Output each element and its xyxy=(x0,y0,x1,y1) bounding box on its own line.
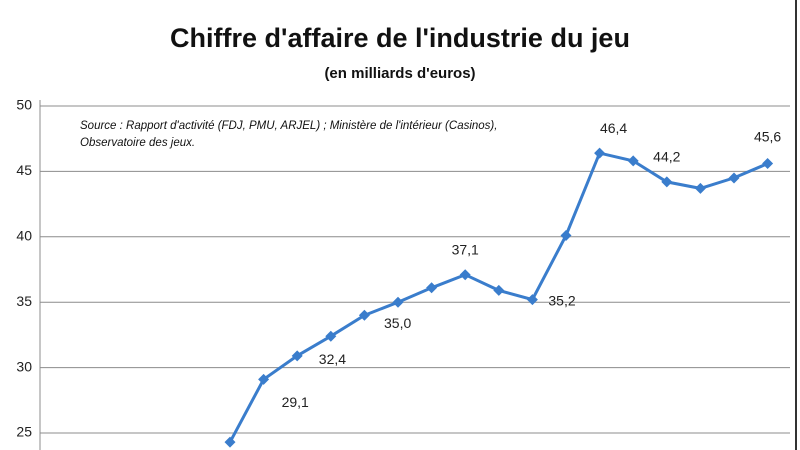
plot-area xyxy=(224,147,774,448)
data-point xyxy=(694,182,706,194)
data-point xyxy=(493,284,505,296)
data-point xyxy=(291,350,303,362)
value-label: 44,2 xyxy=(653,149,680,165)
y-tick-label: 50 xyxy=(16,97,32,113)
data-point xyxy=(728,172,740,184)
data-point xyxy=(459,269,471,281)
y-tick-label: 35 xyxy=(16,293,32,309)
y-tick-label: 40 xyxy=(16,228,32,244)
value-label: 37,1 xyxy=(452,241,479,257)
source-note: Observatoire des jeux. xyxy=(80,137,195,149)
data-point xyxy=(426,282,438,294)
data-point xyxy=(258,373,270,385)
value-label: 32,4 xyxy=(319,351,346,367)
data-point xyxy=(526,294,538,306)
value-label: 45,6 xyxy=(754,128,781,144)
data-point xyxy=(661,176,673,188)
data-point xyxy=(358,309,370,321)
y-tick-label: 45 xyxy=(16,162,32,178)
value-label: 46,4 xyxy=(600,120,627,136)
data-point xyxy=(560,229,572,241)
data-point xyxy=(594,147,606,159)
data-point xyxy=(627,155,639,167)
data-point xyxy=(392,296,404,308)
y-tick-label: 25 xyxy=(16,424,32,440)
chart-title: Chiffre d'affaire de l'industrie du jeu xyxy=(170,23,630,53)
data-point xyxy=(325,330,337,342)
value-label: 35,2 xyxy=(548,292,575,308)
y-tick-label: 30 xyxy=(16,358,32,374)
value-label: 35,0 xyxy=(384,315,411,331)
source-note: Source : Rapport d'activité (FDJ, PMU, A… xyxy=(80,120,497,132)
value-label: 29,1 xyxy=(282,394,309,410)
chart-subtitle: (en milliards d'euros) xyxy=(324,65,475,82)
data-point xyxy=(224,436,236,448)
data-point xyxy=(762,158,774,170)
